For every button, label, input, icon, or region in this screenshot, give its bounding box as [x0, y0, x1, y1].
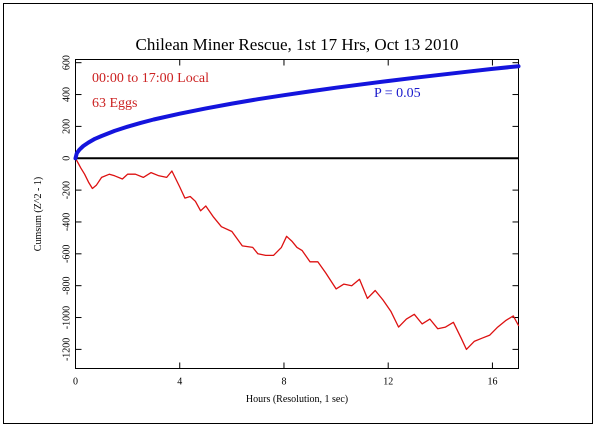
y-tick-label: -400	[62, 213, 73, 231]
y-tick-label: 0	[62, 156, 73, 161]
y-tick-label: 200	[62, 119, 73, 134]
annotation-time-range: 00:00 to 17:00 Local	[92, 71, 209, 86]
outer-border	[3, 3, 593, 424]
y-tick-label: -200	[62, 181, 73, 199]
x-axis-label: Hours (Resolution, 1 sec)	[246, 394, 348, 405]
x-tick-label: 8	[281, 377, 286, 388]
tick-labels: 0 4 8 12 16 600 400 200 0 -200 -400 -600 -800 -1000 -1…	[62, 55, 498, 387]
annotation-egg-count: 63 Eggs	[92, 96, 138, 111]
y-tick-label: 400	[62, 87, 73, 102]
series-line-cumsum	[74, 157, 520, 351]
y-tick-label: -600	[62, 245, 73, 263]
annotation-probability: P = 0.05	[374, 86, 421, 101]
y-tick-label: 600	[62, 55, 73, 70]
plot-area-frame	[75, 59, 519, 369]
series-layer	[73, 64, 521, 351]
x-tick-label: 4	[177, 377, 182, 388]
x-tick-label: 16	[487, 377, 497, 388]
chart-title: Chilean Miner Rescue, 1st 17 Hrs, Oct 13…	[136, 35, 459, 54]
y-tick-label: -1200	[62, 338, 73, 361]
y-tick-label: -800	[62, 277, 73, 295]
x-tick-label: 0	[73, 377, 78, 388]
y-axis-label: Cumsum (Z^2 - 1)	[33, 177, 44, 251]
series-line-envelope	[73, 64, 521, 161]
y-tick-label: -1000	[62, 306, 73, 329]
x-tick-label: 12	[383, 377, 393, 388]
